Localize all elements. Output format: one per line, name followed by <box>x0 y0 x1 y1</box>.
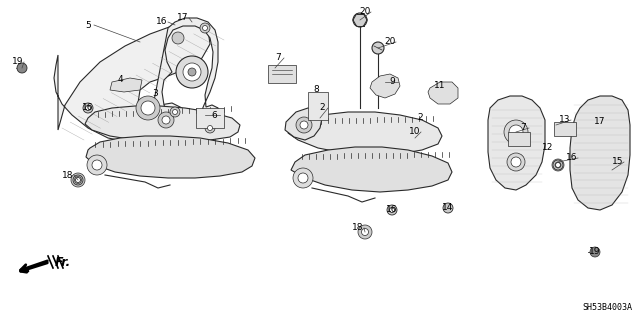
Text: Fr.: Fr. <box>55 257 71 269</box>
Text: 18: 18 <box>62 171 74 180</box>
Text: 16: 16 <box>387 205 397 214</box>
Polygon shape <box>85 106 240 142</box>
Circle shape <box>183 63 201 81</box>
Circle shape <box>17 63 27 73</box>
Circle shape <box>372 42 384 54</box>
Polygon shape <box>86 136 255 178</box>
Circle shape <box>556 163 561 167</box>
Text: 9: 9 <box>389 77 395 86</box>
Text: 6: 6 <box>211 110 217 119</box>
Text: 2: 2 <box>417 114 423 123</box>
Text: 2: 2 <box>319 103 325 113</box>
Circle shape <box>162 116 170 124</box>
Text: 19: 19 <box>12 58 24 67</box>
Circle shape <box>207 125 212 131</box>
Text: 19: 19 <box>589 247 601 257</box>
Circle shape <box>176 56 208 88</box>
Circle shape <box>173 109 177 115</box>
Circle shape <box>83 103 93 113</box>
Text: 17: 17 <box>177 13 189 22</box>
Circle shape <box>92 160 102 170</box>
FancyBboxPatch shape <box>554 122 576 136</box>
Circle shape <box>390 207 394 212</box>
Circle shape <box>362 228 369 236</box>
Polygon shape <box>428 82 458 104</box>
Text: 18: 18 <box>352 223 364 233</box>
Circle shape <box>73 175 83 185</box>
Text: 10: 10 <box>409 127 420 137</box>
Text: 12: 12 <box>542 143 554 153</box>
Polygon shape <box>54 24 210 142</box>
FancyBboxPatch shape <box>308 92 328 120</box>
Text: 16: 16 <box>83 103 93 113</box>
FancyBboxPatch shape <box>508 132 530 146</box>
Polygon shape <box>285 108 322 140</box>
Circle shape <box>172 32 184 44</box>
Circle shape <box>76 178 81 182</box>
Circle shape <box>387 205 397 215</box>
Circle shape <box>170 107 180 117</box>
Circle shape <box>552 159 564 171</box>
Circle shape <box>296 117 312 133</box>
FancyBboxPatch shape <box>196 108 224 128</box>
Circle shape <box>202 26 207 30</box>
Polygon shape <box>288 112 442 155</box>
Text: 3: 3 <box>152 89 158 98</box>
Text: 11: 11 <box>435 81 445 90</box>
Text: 5: 5 <box>85 20 91 29</box>
Circle shape <box>136 96 160 120</box>
Circle shape <box>300 121 308 129</box>
Circle shape <box>298 173 308 183</box>
Text: 7: 7 <box>275 53 281 62</box>
Circle shape <box>353 13 367 27</box>
Text: 14: 14 <box>442 204 454 212</box>
Text: 15: 15 <box>612 157 624 166</box>
Circle shape <box>200 23 210 33</box>
Circle shape <box>504 120 528 144</box>
Circle shape <box>205 123 215 133</box>
Polygon shape <box>110 78 142 92</box>
Polygon shape <box>370 74 400 98</box>
Text: 8: 8 <box>313 85 319 94</box>
Circle shape <box>507 153 525 171</box>
Text: 16: 16 <box>566 154 578 163</box>
Circle shape <box>443 203 453 213</box>
Circle shape <box>358 225 372 239</box>
Text: 17: 17 <box>595 117 605 126</box>
Text: 20: 20 <box>384 37 396 46</box>
Text: 20: 20 <box>359 7 371 17</box>
Circle shape <box>293 168 313 188</box>
Circle shape <box>86 106 90 110</box>
Text: SH53B4003A: SH53B4003A <box>582 303 632 312</box>
Circle shape <box>511 157 521 167</box>
Circle shape <box>553 160 563 170</box>
Text: 7: 7 <box>520 124 526 132</box>
FancyBboxPatch shape <box>268 65 296 83</box>
Polygon shape <box>291 147 452 192</box>
Circle shape <box>158 112 174 128</box>
Polygon shape <box>488 96 545 190</box>
Circle shape <box>509 125 523 139</box>
Text: 13: 13 <box>559 116 571 124</box>
Circle shape <box>87 155 107 175</box>
Circle shape <box>188 68 196 76</box>
Circle shape <box>555 162 561 168</box>
Text: 16: 16 <box>156 18 168 27</box>
Polygon shape <box>148 18 226 142</box>
FancyArrowPatch shape <box>20 263 47 272</box>
Circle shape <box>71 173 85 187</box>
Polygon shape <box>570 96 630 210</box>
Circle shape <box>74 177 81 183</box>
Circle shape <box>590 247 600 257</box>
Text: 4: 4 <box>117 76 123 84</box>
Circle shape <box>141 101 155 115</box>
